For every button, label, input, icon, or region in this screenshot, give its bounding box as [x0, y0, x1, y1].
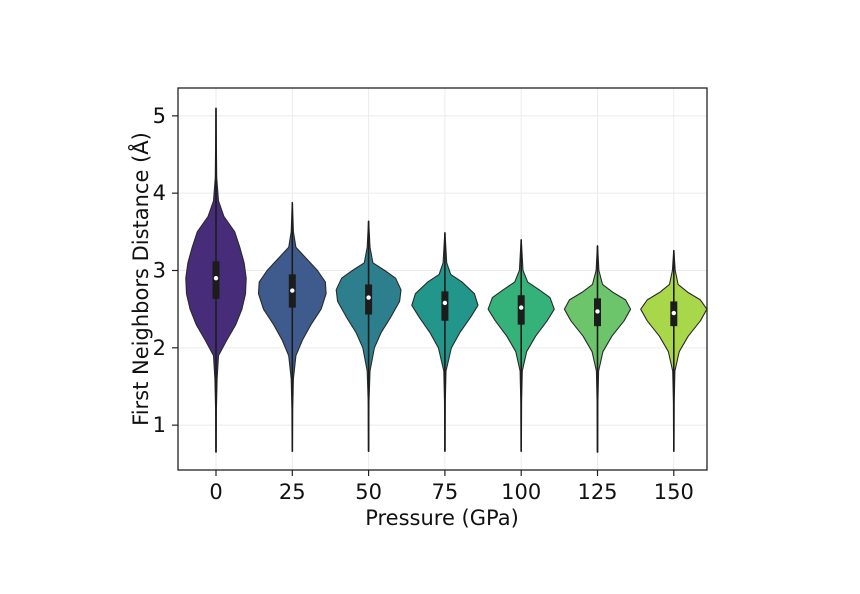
x-axis-title: Pressure (GPa) [365, 506, 519, 530]
median-marker-150 [671, 310, 676, 316]
iqr-box-75 [441, 291, 449, 321]
x-tick-label: 100 [501, 480, 541, 504]
x-tick-label: 0 [209, 480, 222, 504]
plot-frame [177, 87, 708, 471]
x-tick-label: 125 [577, 480, 617, 504]
violins [185, 107, 708, 453]
y-tick-label: 4 [153, 181, 166, 205]
iqr-box-100 [517, 295, 525, 325]
x-axis: 0 25 50 75 100 125 150 [209, 470, 694, 504]
median-marker-100 [519, 305, 524, 310]
x-tick-label: 50 [355, 480, 382, 504]
y-tick-label: 3 [153, 258, 166, 282]
x-tick-label: 75 [432, 480, 459, 504]
median-marker-75 [442, 300, 448, 306]
y-tick-label: 1 [153, 413, 166, 437]
median-marker-125 [595, 309, 600, 314]
y-tick-label: 2 [153, 336, 166, 360]
median-marker-25 [290, 288, 295, 293]
y-tick-label: 5 [153, 104, 166, 128]
x-tick-label: 150 [654, 480, 694, 504]
x-tick-label: 25 [279, 480, 306, 504]
median-marker-0 [213, 276, 219, 281]
y-axis: 1 2 3 4 5 [153, 104, 178, 437]
y-axis-title: First Neighbors Distance (Å) [127, 132, 153, 426]
median-marker-50 [366, 295, 371, 300]
